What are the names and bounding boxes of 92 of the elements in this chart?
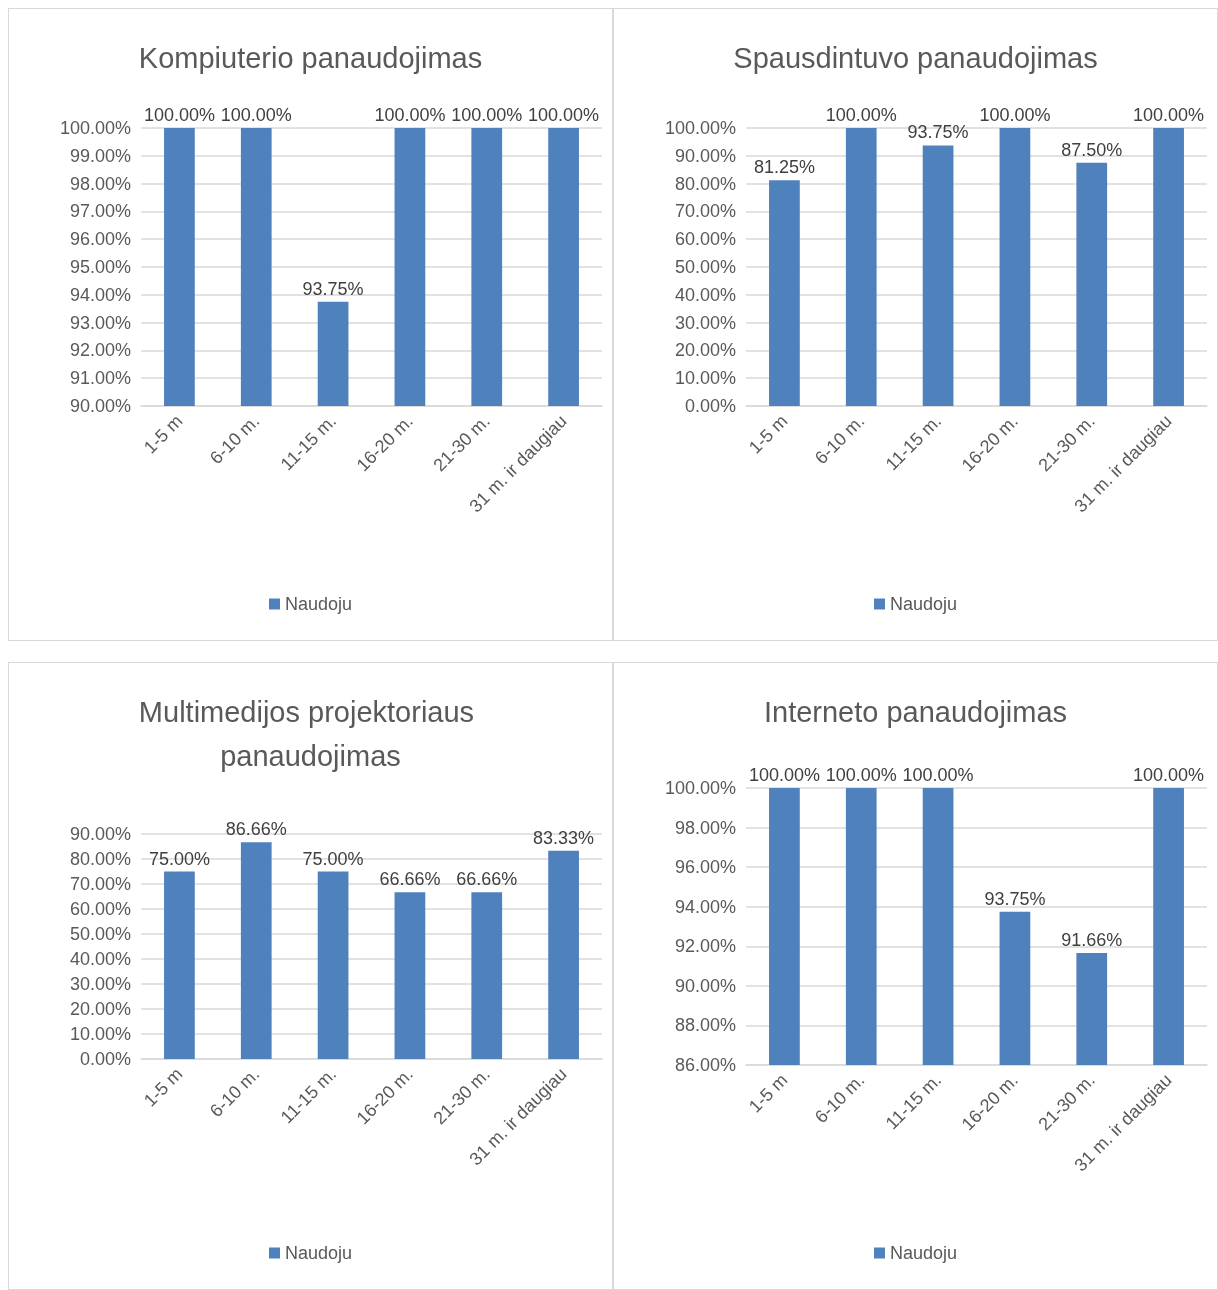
bar xyxy=(240,842,272,1059)
data-label: 93.75% xyxy=(984,888,1046,909)
y-tick-label: 98.00% xyxy=(674,817,736,838)
y-tick-label: 97.00% xyxy=(69,201,131,222)
chart-title: Interneto panaudojimas xyxy=(763,696,1068,728)
data-label: 100.00% xyxy=(220,105,292,125)
data-label: 87.50% xyxy=(1061,139,1123,160)
legend-label: Naudoju xyxy=(284,1243,353,1263)
y-tick-label: 0.00% xyxy=(684,396,736,416)
legend-label: Naudoju xyxy=(889,1243,958,1263)
data-label: 100.00% xyxy=(143,105,215,125)
y-tick-label: 40.00% xyxy=(69,949,131,969)
data-label: 100.00% xyxy=(374,105,446,125)
y-tick-label: 90.00% xyxy=(674,975,736,996)
data-label: 100.00% xyxy=(902,765,974,785)
y-tick-label: 93.00% xyxy=(69,312,131,333)
bar xyxy=(317,871,349,1059)
y-tick-label: 50.00% xyxy=(674,257,736,277)
y-tick-label: 30.00% xyxy=(674,312,736,333)
y-tick-label: 30.00% xyxy=(69,974,131,994)
y-tick-label: 90.00% xyxy=(69,824,131,844)
chart-title: Multimedijos projektoriaus panaudojimas xyxy=(138,696,483,772)
y-tick-label: 99.00% xyxy=(69,145,131,166)
legend-label: Naudoju xyxy=(284,594,353,614)
data-label: 100.00% xyxy=(979,105,1051,125)
y-tick-label: 95.00% xyxy=(69,257,131,277)
y-tick-label: 10.00% xyxy=(69,1024,131,1044)
bar xyxy=(845,128,877,406)
x-tick-label: 1-5 m xyxy=(139,1063,187,1111)
data-label: 93.75% xyxy=(907,122,969,143)
y-tick-label: 60.00% xyxy=(674,229,736,250)
data-label: 66.66% xyxy=(456,869,518,890)
legend-label: Naudoju xyxy=(889,594,958,614)
x-tick-label: 1-5 m xyxy=(139,410,187,458)
y-tick-label: 86.00% xyxy=(674,1055,736,1075)
data-label: 83.33% xyxy=(533,827,595,848)
bar xyxy=(471,892,503,1059)
bar xyxy=(1076,162,1108,406)
x-tick-label: 1-5 m xyxy=(744,410,792,458)
y-tick-label: 88.00% xyxy=(674,1015,736,1036)
x-tick-label: 6-10 m. xyxy=(811,410,869,469)
x-tick-label: 6-10 m. xyxy=(206,410,264,469)
y-tick-label: 70.00% xyxy=(69,874,131,894)
data-label: 75.00% xyxy=(302,848,364,869)
y-tick-label: 90.00% xyxy=(674,145,736,166)
y-tick-label: 90.00% xyxy=(69,396,131,416)
y-tick-label: 100.00% xyxy=(664,778,736,798)
bar xyxy=(164,871,195,1059)
data-label: 100.00% xyxy=(528,105,600,125)
data-label: 66.66% xyxy=(379,869,441,890)
y-tick-label: 98.00% xyxy=(69,173,131,194)
y-tick-label: 70.00% xyxy=(674,201,736,222)
bar xyxy=(548,850,579,1059)
data-label: 91.66% xyxy=(1061,930,1123,951)
y-tick-label: 96.00% xyxy=(674,857,736,878)
bar xyxy=(1153,128,1184,406)
y-tick-label: 80.00% xyxy=(674,173,736,194)
bar xyxy=(922,145,954,406)
y-tick-label: 10.00% xyxy=(674,368,736,389)
x-tick-label: 6-10 m. xyxy=(206,1063,264,1122)
data-label: 100.00% xyxy=(1133,765,1205,785)
bar xyxy=(769,180,800,406)
y-tick-label: 40.00% xyxy=(674,284,736,305)
y-tick-label: 92.00% xyxy=(674,936,736,957)
y-tick-label: 100.00% xyxy=(59,118,131,138)
chart-title: Spausdintuvo panaudojimas xyxy=(733,42,1098,74)
data-label: 100.00% xyxy=(1133,105,1205,125)
y-tick-label: 100.00% xyxy=(664,118,736,138)
y-tick-label: 0.00% xyxy=(79,1049,131,1069)
y-tick-label: 20.00% xyxy=(674,340,736,361)
y-tick-label: 60.00% xyxy=(69,899,131,919)
y-tick-label: 50.00% xyxy=(69,924,131,944)
data-label: 93.75% xyxy=(302,278,364,299)
y-tick-label: 20.00% xyxy=(69,999,131,1019)
y-tick-label: 91.00% xyxy=(69,368,131,389)
data-label: 86.66% xyxy=(225,819,287,840)
data-label: 75.00% xyxy=(148,848,210,869)
y-tick-label: 92.00% xyxy=(69,340,131,361)
bar xyxy=(394,892,426,1059)
data-label: 100.00% xyxy=(748,765,820,785)
y-tick-label: 96.00% xyxy=(69,229,131,250)
x-tick-label: 6-10 m. xyxy=(811,1069,869,1128)
y-tick-label: 80.00% xyxy=(69,849,131,869)
data-label: 81.25% xyxy=(753,157,815,178)
y-tick-label: 94.00% xyxy=(69,284,131,305)
data-label: 100.00% xyxy=(451,105,523,125)
x-tick-label: 1-5 m xyxy=(744,1069,792,1117)
data-label: 100.00% xyxy=(825,105,897,125)
bar xyxy=(999,128,1031,406)
y-tick-label: 94.00% xyxy=(674,896,736,917)
data-label: 100.00% xyxy=(825,765,897,785)
chart-title: Kompiuterio panaudojimas xyxy=(138,42,483,74)
